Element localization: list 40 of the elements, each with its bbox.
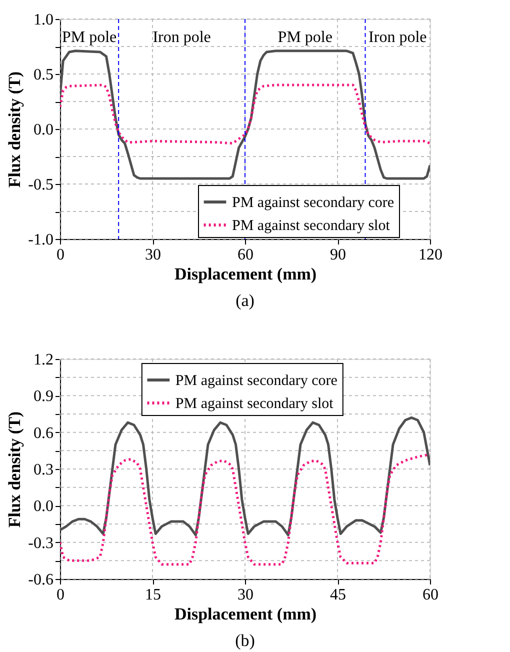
y-tick-label: 0.5 [34, 66, 54, 84]
x-tick-label: 30 [145, 246, 161, 264]
legend-label: PM against secondary core [175, 373, 338, 389]
x-axis-title: Displacement (mm) [174, 264, 317, 284]
annotation: Iron pole [152, 29, 211, 46]
x-tick-label: 30 [238, 586, 254, 604]
y-tick-label: -0.6 [28, 572, 54, 588]
line-series [60, 84, 430, 145]
y-axis-title: Flux density (T) [5, 411, 24, 528]
legend-label: PM against secondary slot [175, 396, 334, 412]
line-series [60, 50, 430, 180]
x-tick-label: 45 [330, 586, 346, 604]
annotation: PM pole [278, 29, 332, 46]
text: (a) [236, 291, 254, 310]
text: (b) [235, 631, 255, 650]
y-tick-label: -1.0 [28, 232, 54, 248]
x-tick-label: 0 [56, 586, 64, 604]
x-tick-label: 60 [422, 586, 438, 604]
y-tick-label: -0.3 [28, 534, 54, 552]
x-tick-label: 0 [56, 246, 64, 264]
legend-label: PM against secondary slot [232, 218, 391, 234]
x-tick-label: 60 [238, 246, 254, 264]
x-tick-label: 120 [418, 246, 442, 264]
legend-label: PM against secondary core [232, 195, 394, 211]
annotation: PM pole [62, 29, 117, 46]
y-tick-label: 0.9 [34, 388, 54, 406]
y-tick-label: 1.2 [34, 352, 54, 368]
y-tick-label: 0.0 [34, 498, 54, 516]
line-series [60, 453, 430, 566]
y-tick-label: -0.5 [28, 176, 54, 194]
x-tick-label: 90 [330, 246, 346, 264]
y-tick-label: 0.6 [34, 424, 54, 442]
annotation: Iron pole [368, 29, 427, 46]
x-tick-label: 15 [145, 586, 161, 604]
y-tick-label: 0.3 [34, 462, 54, 478]
y-tick-label: 1.0 [34, 12, 54, 28]
y-tick-label: 0.0 [34, 122, 54, 138]
y-axis-title: Flux density (T) [5, 71, 24, 188]
x-axis-title: Displacement (mm) [174, 604, 317, 624]
line-series [60, 416, 430, 536]
